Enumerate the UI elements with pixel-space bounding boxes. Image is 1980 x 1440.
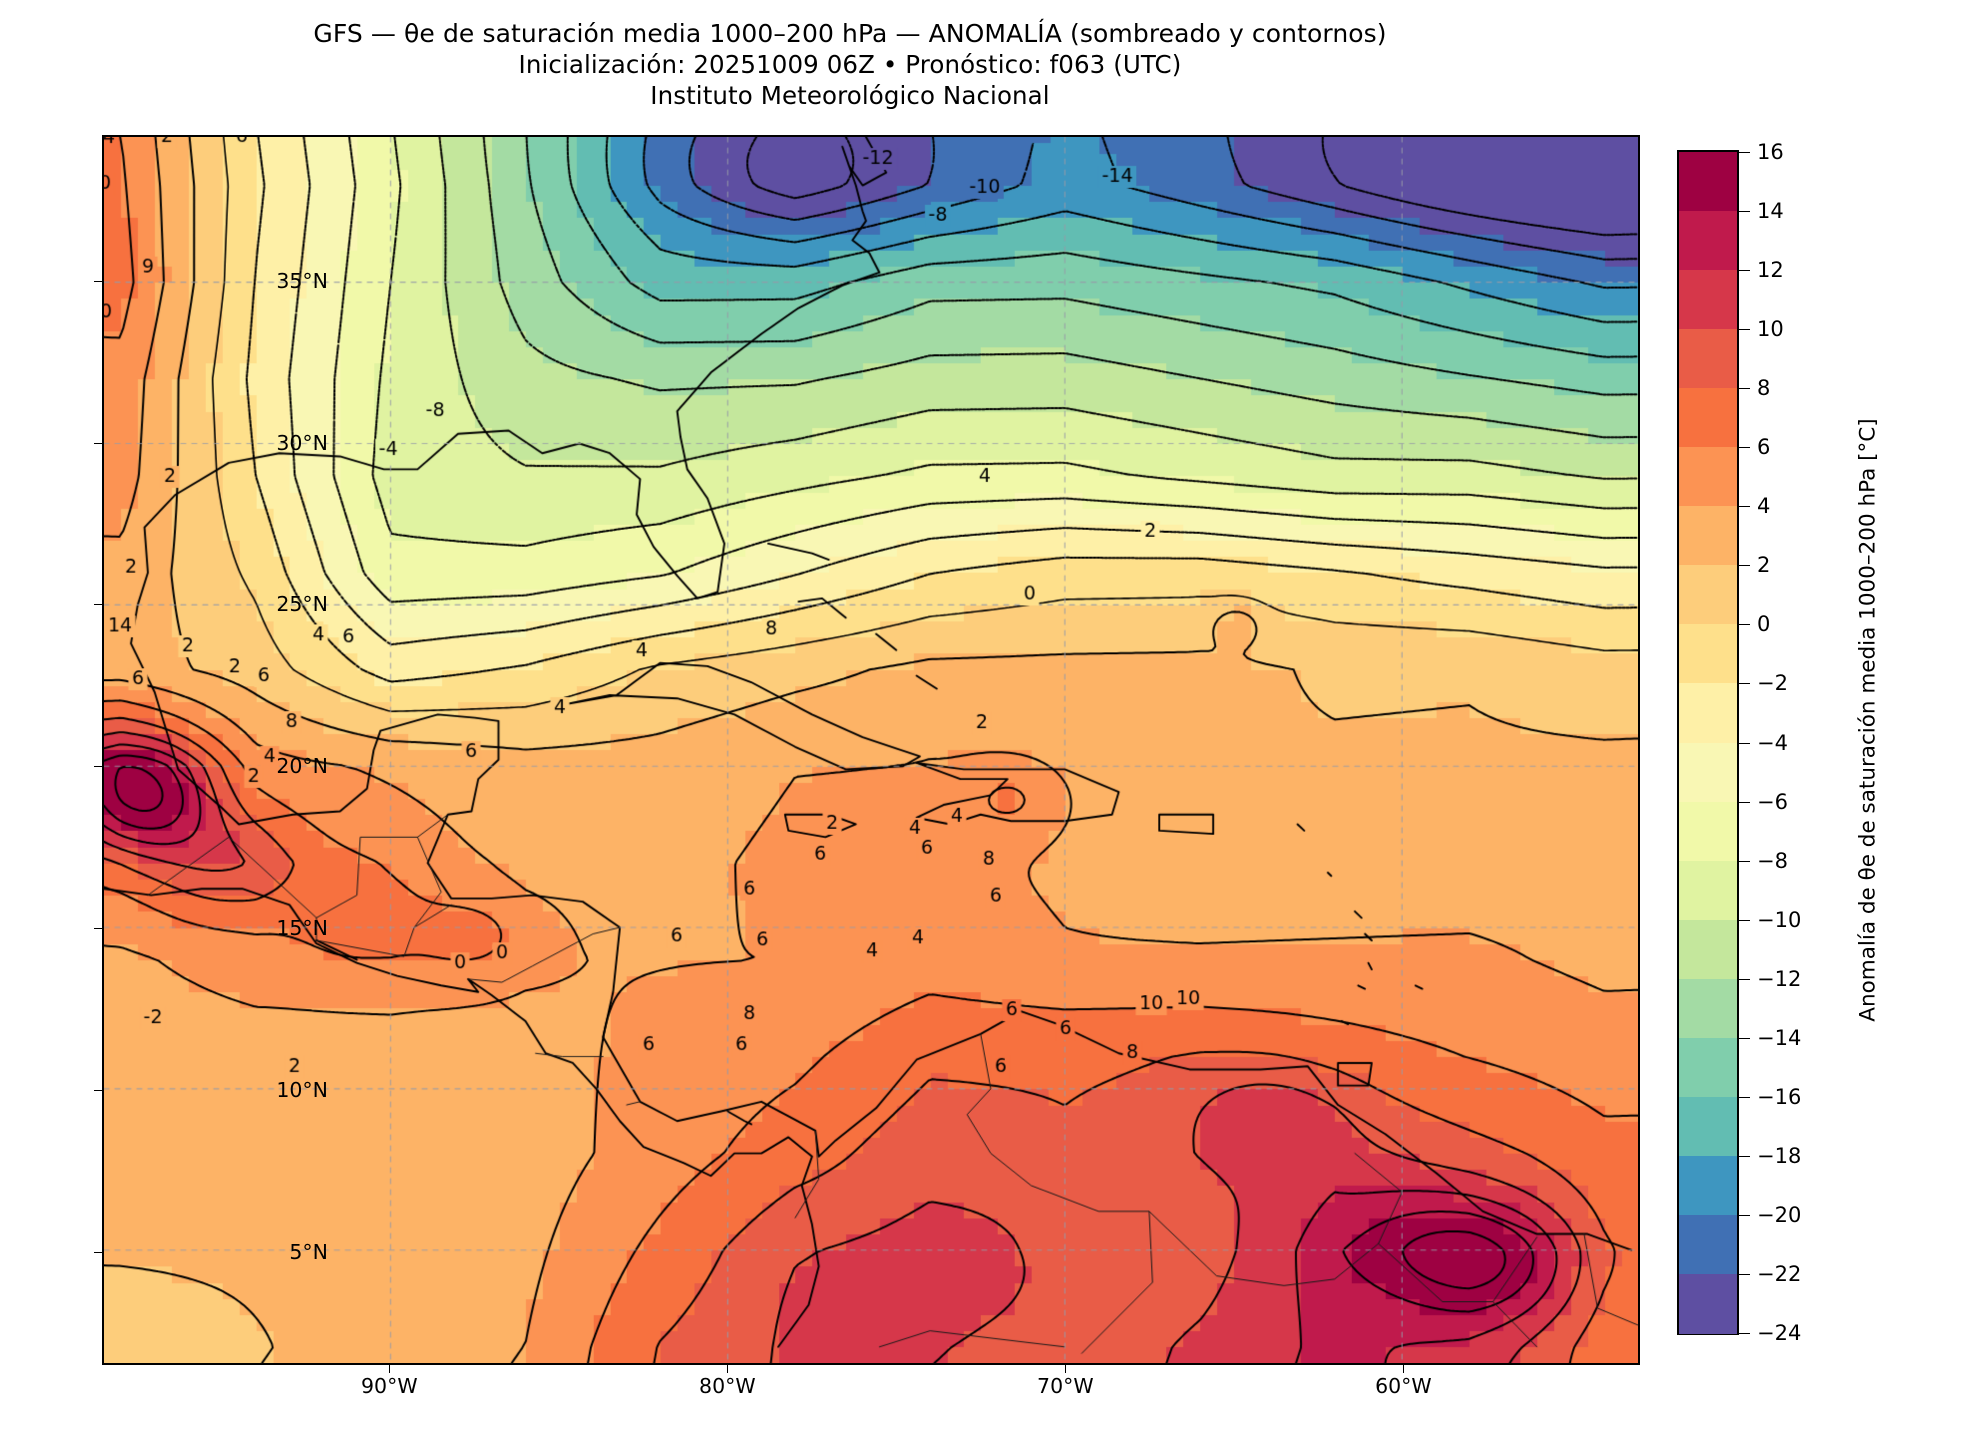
colorbar-tick-label: 4: [1757, 494, 1771, 519]
colorbar-tick: [1739, 683, 1750, 685]
colorbar-band: [1679, 742, 1737, 803]
colorbar-tick-label: 6: [1757, 435, 1771, 460]
colorbar-tick-label: −22: [1757, 1261, 1802, 1286]
colorbar-tick: [1739, 860, 1750, 862]
lat-tick-mark: [94, 1251, 102, 1253]
colorbar-tick: [1739, 1037, 1750, 1039]
colorbar-tick-label: −6: [1757, 789, 1788, 814]
lon-tick-label: 70°W: [1037, 1374, 1094, 1398]
colorbar-band: [1679, 506, 1737, 566]
colorbar-tick: [1739, 1273, 1750, 1275]
anomaly-field-canvas: [104, 137, 1638, 1363]
lat-tick-label: 20°N: [276, 754, 328, 779]
colorbar-band: [1679, 1155, 1737, 1216]
colorbar-tick: [1739, 211, 1750, 213]
colorbar-gradient: [1677, 150, 1739, 1335]
colorbar-band: [1679, 329, 1737, 389]
lon-tick-label: 60°W: [1375, 1374, 1432, 1398]
colorbar-tick: [1739, 447, 1750, 449]
lat-tick-label: 25°N: [276, 592, 328, 617]
lon-tick-mark: [727, 1365, 729, 1373]
colorbar-tick-label: −16: [1757, 1084, 1802, 1109]
colorbar-band: [1679, 270, 1737, 330]
lat-tick-mark: [94, 280, 102, 282]
colorbar-band: [1679, 624, 1737, 685]
chart-subtitle: Inicialización: 20251009 06Z • Pronóstic…: [518, 50, 1182, 79]
lat-tick-label: 30°N: [276, 430, 328, 455]
lon-tick-label: 80°W: [699, 1374, 756, 1398]
lat-tick-mark: [94, 928, 102, 930]
colorbar-tick: [1739, 801, 1750, 803]
colorbar-tick: [1739, 329, 1750, 331]
colorbar-tick: [1739, 388, 1750, 390]
colorbar-tick-label: 8: [1757, 376, 1771, 401]
colorbar-band: [1679, 683, 1737, 744]
colorbar-tick: [1739, 1096, 1750, 1098]
colorbar-tick: [1739, 1333, 1750, 1334]
colorbar-tick-label: 2: [1757, 553, 1771, 578]
colorbar-tick-label: −8: [1757, 848, 1788, 873]
colorbar-tick-label: 12: [1757, 258, 1784, 283]
colorbar[interactable]: 16 14 12 10 8 6 4 2 0 −2 −4 −6 −8 −10 −12 −14 −16 −18 −20 −…: [1677, 140, 1801, 1345]
chart-title: GFS — θe de saturación media 1000–200 hP…: [313, 19, 1387, 48]
colorbar-tick: [1739, 1214, 1750, 1216]
colorbar-axis-label: Anomalía de θe de saturación media 1000–…: [1855, 418, 1881, 1022]
lat-tick-label: 35°N: [276, 268, 328, 293]
colorbar-tick: [1739, 624, 1750, 626]
chart-source: Instituto Meteorológico Nacional: [650, 81, 1050, 110]
colorbar-band: [1679, 1273, 1737, 1334]
lat-tick-label: 5°N: [289, 1239, 328, 1264]
colorbar-band: [1679, 152, 1737, 212]
colorbar-tick-label: 0: [1757, 612, 1771, 637]
lon-tick-mark: [1065, 1365, 1067, 1373]
colorbar-tick-label: −18: [1757, 1143, 1802, 1168]
colorbar-tick-label: −2: [1757, 671, 1788, 696]
colorbar-band: [1679, 978, 1737, 1039]
lat-tick-label: 15°N: [276, 916, 328, 941]
colorbar-band: [1679, 447, 1737, 507]
colorbar-band: [1679, 860, 1737, 921]
colorbar-tick: [1739, 919, 1750, 921]
lon-tick-mark: [1403, 1365, 1405, 1373]
lat-tick-mark: [94, 604, 102, 606]
colorbar-tick: [1739, 506, 1750, 508]
colorbar-tick: [1739, 270, 1750, 272]
lon-tick-label: 90°W: [361, 1374, 418, 1398]
colorbar-band: [1679, 211, 1737, 271]
colorbar-band: [1679, 1096, 1737, 1157]
colorbar-band: [1679, 565, 1737, 625]
lat-tick-label: 10°N: [276, 1077, 328, 1102]
colorbar-tick-label: −24: [1757, 1321, 1802, 1345]
lat-tick-mark: [94, 766, 102, 768]
lat-tick-mark: [94, 442, 102, 444]
colorbar-tick-label: 16: [1757, 140, 1784, 164]
colorbar-tick-label: −10: [1757, 907, 1802, 932]
colorbar-band: [1679, 1037, 1737, 1098]
colorbar-tick: [1739, 565, 1750, 567]
map-plot-area[interactable]: [102, 135, 1640, 1365]
colorbar-band: [1679, 801, 1737, 862]
lon-tick-mark: [389, 1365, 391, 1373]
colorbar-tick: [1739, 1155, 1750, 1157]
lat-tick-mark: [94, 1089, 102, 1091]
colorbar-tick-label: −12: [1757, 966, 1802, 991]
colorbar-tick-label: −14: [1757, 1025, 1802, 1050]
colorbar-tick-label: −4: [1757, 730, 1788, 755]
colorbar-tick: [1739, 152, 1750, 153]
title-block: GFS — θe de saturación media 1000–200 hP…: [0, 18, 1700, 111]
colorbar-band: [1679, 1214, 1737, 1275]
colorbar-band: [1679, 388, 1737, 448]
colorbar-tick-label: 14: [1757, 199, 1784, 224]
colorbar-tick-label: −20: [1757, 1202, 1802, 1227]
colorbar-tick-label: 10: [1757, 317, 1784, 342]
colorbar-tick: [1739, 978, 1750, 980]
colorbar-band: [1679, 919, 1737, 980]
colorbar-tick: [1739, 742, 1750, 744]
